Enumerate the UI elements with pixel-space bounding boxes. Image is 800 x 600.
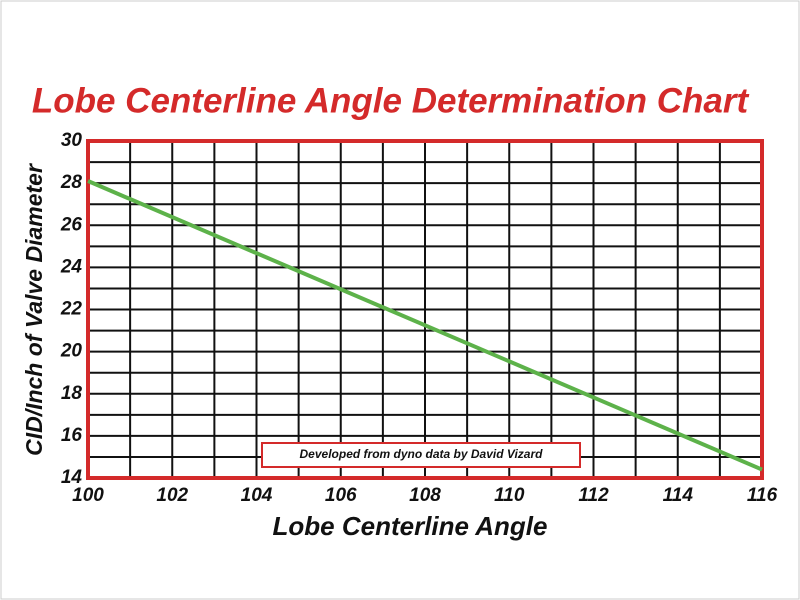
y-axis-label: CID/Inch of Valve Diameter — [21, 163, 47, 456]
x-tick-label: 112 — [578, 485, 609, 506]
x-tick-label: 108 — [409, 485, 441, 506]
data-line — [87, 179, 763, 472]
y-tick-label: 16 — [61, 425, 83, 446]
y-tick-label: 14 — [61, 467, 83, 488]
chart-title: Lobe Centerline Angle Determination Char… — [32, 81, 750, 120]
x-tick-label: 114 — [663, 485, 694, 506]
y-tick-label: 20 — [60, 341, 83, 362]
x-tick-label: 100 — [72, 485, 104, 506]
x-tick-label: 102 — [156, 485, 188, 506]
y-tick-label: 22 — [60, 299, 83, 320]
y-tick-label: 30 — [61, 130, 83, 151]
x-axis-label: Lobe Centerline Angle — [273, 511, 548, 541]
annotation-box — [261, 442, 581, 468]
y-tick-label: 18 — [61, 383, 83, 404]
y-tick-label: 28 — [60, 172, 83, 193]
plot-border — [86, 139, 764, 480]
x-tick-label: 104 — [241, 485, 273, 506]
x-tick-label: 106 — [325, 485, 357, 506]
y-tick-label: 24 — [60, 256, 83, 277]
y-tick-label: 26 — [60, 214, 83, 235]
x-tick-label: 116 — [747, 485, 778, 506]
annotation: Developed from dyno data by David Vizard — [300, 447, 544, 461]
x-tick-label: 110 — [494, 485, 525, 506]
